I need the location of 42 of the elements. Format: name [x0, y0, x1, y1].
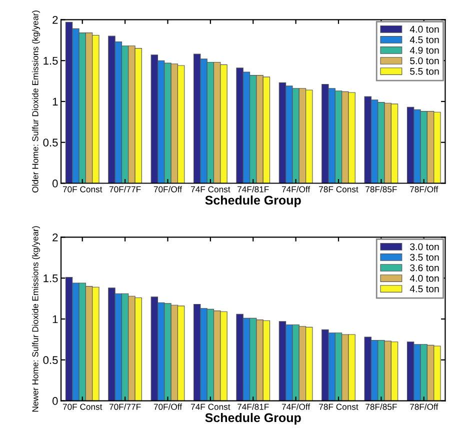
x-tick-label: 74F Const — [191, 404, 230, 410]
legend-label: 4.5 ton — [410, 286, 439, 292]
x-axis-title: Schedule Group — [205, 195, 301, 208]
y-tick-label: 0.5 — [43, 138, 58, 147]
x-tick-label: 74F Const — [191, 186, 230, 192]
legend-label: 3.5 ton — [410, 254, 439, 261]
x-axis-title: Schedule Group — [205, 412, 301, 425]
x-tick-label: 70F Const — [62, 404, 102, 410]
y-tick-label: 0 — [52, 397, 58, 405]
x-tick-label: 78F/85F — [366, 404, 397, 410]
x-tick-label: 70F/77F — [109, 404, 141, 410]
y-tick-label: 1.5 — [44, 56, 58, 65]
legend-label: 4.0 ton — [410, 26, 439, 33]
x-tick-label: 70F/Off — [154, 404, 182, 410]
x-tick-label: 74F/81F — [238, 404, 269, 410]
y-tick-label: 1 — [52, 315, 58, 324]
x-tick-label: 78F Const — [319, 404, 358, 410]
y-tick-label: 1.5 — [44, 274, 58, 282]
legend-label: 5.0 ton — [410, 57, 439, 64]
y-tick-label: 1 — [52, 98, 58, 106]
y-tick-label: 0.5 — [43, 356, 58, 364]
legend-label: 4.0 ton — [410, 274, 439, 282]
legend-label: 4.9 ton — [410, 46, 439, 54]
y-tick-label: 2 — [52, 16, 58, 24]
x-tick-label: 70F/77F — [109, 186, 141, 192]
x-tick-label: 78F/85F — [366, 186, 397, 192]
y-tick-label: 2 — [52, 233, 58, 242]
x-tick-label: 70F/Off — [154, 186, 182, 192]
legend-label: 3.0 ton — [410, 243, 439, 250]
x-tick-label: 78F Const — [319, 186, 358, 192]
x-tick-label: 70F Const — [62, 186, 102, 192]
x-tick-label: 78F/Off — [410, 404, 438, 410]
legend-label: 4.5 ton — [410, 36, 439, 44]
y-axis-title: Older Home: Sulfur Dioxide Emissions (kg/year) — [32, 10, 40, 192]
x-tick-label: 74F/Off — [282, 404, 310, 410]
legend-label: 5.5 ton — [410, 68, 439, 75]
legend-label: 3.6 ton — [410, 264, 439, 272]
x-tick-label: 74F/Off — [282, 186, 310, 192]
y-tick-label: 0 — [52, 180, 58, 188]
y-axis-title: Newer Home: Sulfur Dioxide Emissions (kg/year) — [32, 226, 40, 412]
x-tick-label: 78F/Off — [410, 186, 438, 192]
x-tick-label: 74F/81F — [238, 186, 269, 192]
